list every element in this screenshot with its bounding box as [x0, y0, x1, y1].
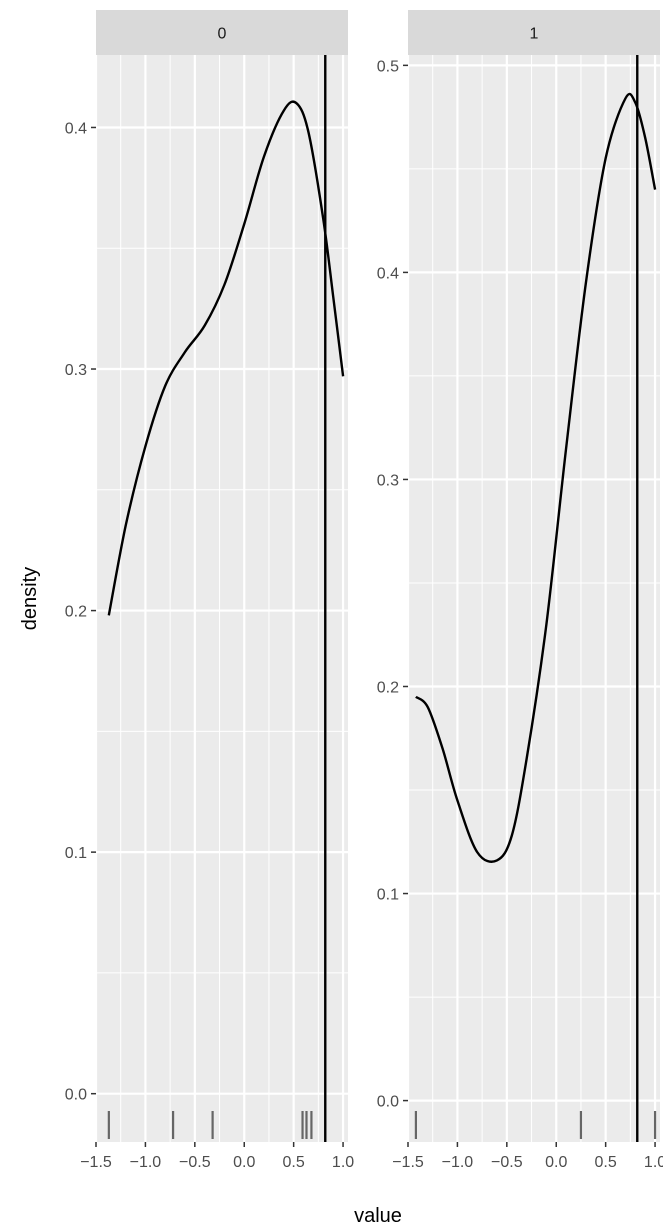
x-axis-title: value — [354, 1205, 402, 1227]
x-tick-label: −1.0 — [130, 1154, 162, 1171]
y-tick-label: 0.3 — [65, 362, 87, 379]
facet-panels: 0 0.0 0.1 0.2 0.3 0.4 −1.5 −1.0 −0.5 0.0 0.5 1.0 1 0.… — [65, 10, 663, 1171]
density-curve — [415, 92, 657, 863]
y-tick-label: 0.0 — [65, 1087, 87, 1104]
x-tick-label: 1.0 — [332, 1154, 354, 1171]
density-curve — [107, 100, 345, 616]
x-tick-label: −0.5 — [491, 1154, 523, 1171]
x-tick-label: 0.5 — [595, 1154, 617, 1171]
x-tick-label: −1.5 — [80, 1154, 112, 1171]
y-tick-label: 0.1 — [377, 887, 399, 904]
y-tick-label: 0.3 — [377, 472, 399, 489]
x-tick-label: −1.0 — [442, 1154, 474, 1171]
y-tick-label: 0.1 — [65, 845, 87, 862]
x-tick-label: 1.0 — [644, 1154, 663, 1171]
panel-background — [408, 55, 660, 1142]
y-tick-label: 0.5 — [377, 58, 399, 75]
x-tick-label: −0.5 — [179, 1154, 211, 1171]
facet-panel-0: 0 0.0 0.1 0.2 0.3 0.4 −1.5 −1.0 −0.5 0.0 0.5 1.0 — [65, 10, 354, 1171]
x-tick-label: 0.0 — [233, 1154, 255, 1171]
y-tick-label: 0.4 — [377, 265, 399, 282]
facet-strip-label: 0 — [218, 26, 227, 43]
y-tick-label: 0.4 — [65, 120, 87, 137]
panel-background — [96, 55, 348, 1142]
y-tick-label: 0.2 — [65, 604, 87, 621]
facet-panel-1: 1 0.0 0.1 0.2 0.3 0.4 0.5 −1.5 −1.0 −0.5 0.0 0.5 1.0 — [377, 10, 663, 1171]
y-tick-label: 0.2 — [377, 679, 399, 696]
facet-strip — [408, 10, 660, 55]
facet-strip-label: 1 — [530, 26, 539, 43]
x-tick-label: 0.0 — [545, 1154, 567, 1171]
y-tick-label: 0.0 — [377, 1094, 399, 1111]
y-axis-title: density — [19, 567, 41, 630]
facet-strip — [96, 10, 348, 55]
x-tick-label: 0.5 — [283, 1154, 305, 1171]
x-tick-label: −1.5 — [392, 1154, 424, 1171]
